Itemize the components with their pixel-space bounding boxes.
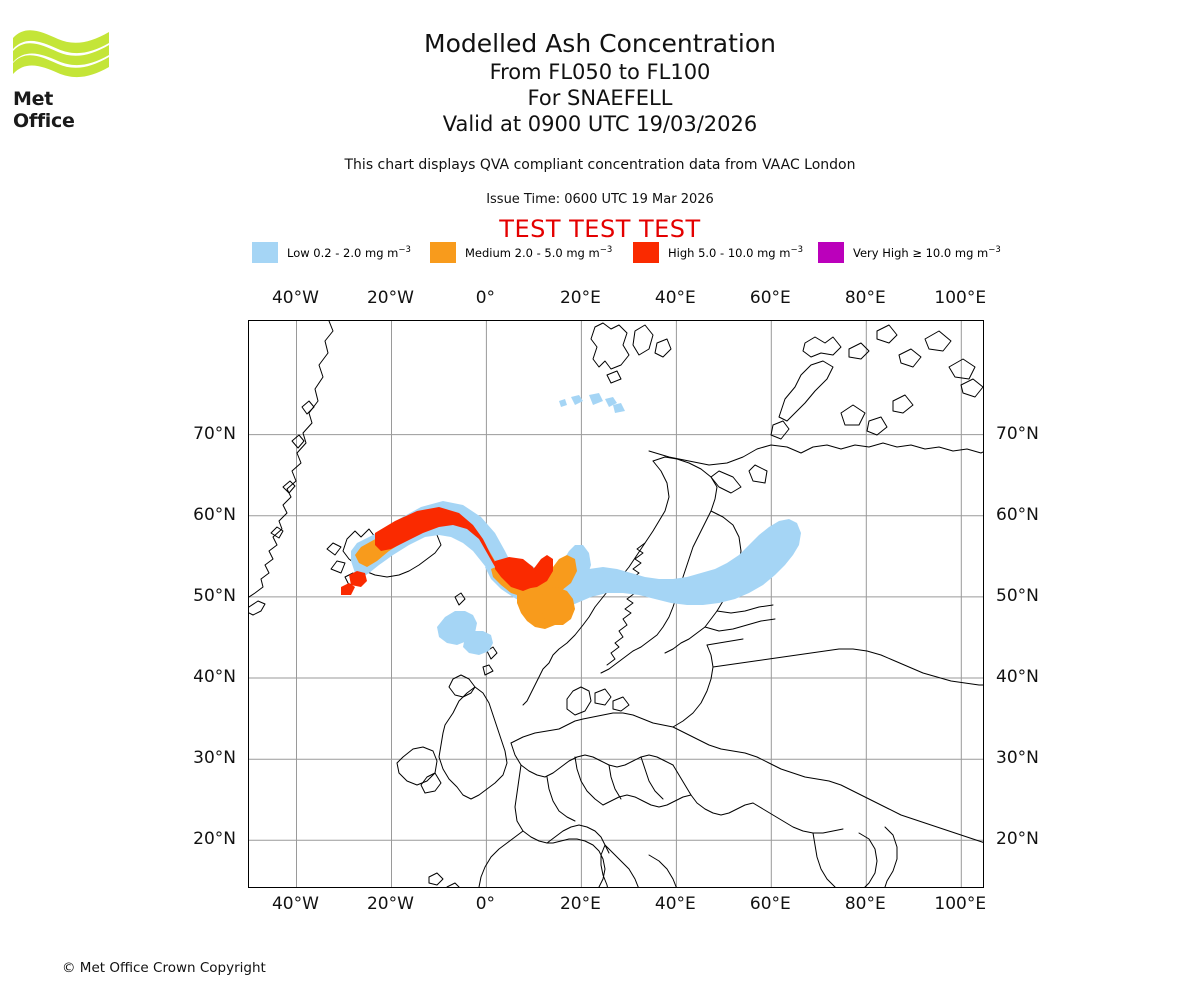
lat-tick-label: 60°N: [193, 504, 236, 525]
lon-tick-label: 40°E: [654, 288, 696, 308]
lon-tick-label: 20°W: [366, 288, 414, 308]
lon-tick-label: 60°E: [749, 894, 791, 914]
lat-tick-label: 30°N: [193, 748, 236, 769]
lon-tick-label: 60°E: [749, 288, 791, 308]
lon-tick-label: 20°E: [559, 288, 601, 308]
title-line-1: Modelled Ash Concentration: [424, 29, 776, 58]
legend-very-high-swatch: [818, 241, 844, 263]
legend-low-label: Low 0.2 - 2.0 mg m−3: [287, 244, 411, 260]
test-banner: TEST TEST TEST: [499, 215, 701, 243]
coastline-layer: [249, 321, 983, 887]
lon-tick-label: 0°: [475, 894, 496, 914]
title-line-3: For SNAEFELL: [527, 86, 673, 110]
lat-tick-label: 20°N: [996, 829, 1039, 850]
map-frame: [248, 320, 984, 888]
legend-high-label: High 5.0 - 10.0 mg m−3: [668, 244, 803, 260]
lon-tick-label: 20°W: [366, 894, 414, 914]
legend-medium-label: Medium 2.0 - 5.0 mg m−3: [465, 244, 613, 260]
lon-tick-label: 80°E: [844, 288, 886, 308]
lat-tick-label: 60°N: [996, 504, 1039, 525]
legend-medium: Medium 2.0 - 5.0 mg m−3: [430, 241, 612, 263]
legend-low: Low 0.2 - 2.0 mg m−3: [252, 241, 411, 263]
lat-tick-label: 70°N: [996, 423, 1039, 444]
title-line-4: Valid at 0900 UTC 19/03/2026: [442, 112, 758, 136]
met-office-wave-icon: [13, 30, 109, 78]
plume-high-band: [341, 507, 553, 595]
graticule-gridlines: [249, 321, 983, 887]
lon-tick-label: 40°E: [654, 894, 696, 914]
legend-very-high-label: Very High ≥ 10.0 mg m−3: [853, 244, 1001, 260]
page-title: Modelled Ash Concentration From FL050 to…: [0, 28, 1200, 137]
lon-tick-label: 40°W: [271, 288, 319, 308]
legend-high-swatch: [633, 241, 659, 263]
legend-medium-swatch: [430, 241, 456, 263]
lat-tick-label: 40°N: [996, 667, 1039, 688]
lat-tick-label: 20°N: [193, 829, 236, 850]
title-line-2: From FL050 to FL100: [489, 60, 711, 84]
lon-tick-label: 100°E: [934, 288, 987, 308]
lon-tick-label: 20°E: [559, 894, 601, 914]
chart-subtitle: This chart displays QVA compliant concen…: [344, 157, 856, 173]
met-office-logo: Met Office: [12, 26, 112, 132]
lat-tick-label: 50°N: [193, 585, 236, 606]
lon-tick-label: 0°: [475, 288, 496, 308]
ash-concentration-map[interactable]: 40°W 40°W 20°W 20°W 0° 0° 20°E 20°E 40°E 40°E 60°E…: [193, 288, 1039, 914]
issue-time-label: Issue Time: 0600 UTC 19 Mar 2026: [486, 192, 714, 207]
met-office-brand-text: Met Office: [13, 88, 75, 132]
lon-tick-label: 80°E: [844, 894, 886, 914]
legend-low-swatch: [252, 241, 278, 263]
legend-high: High 5.0 - 10.0 mg m−3: [633, 241, 803, 263]
map-canvas: [249, 321, 983, 887]
concentration-legend: Low 0.2 - 2.0 mg m−3 Medium 2.0 - 5.0 mg …: [248, 241, 1001, 263]
ash-plume-layer: [341, 393, 801, 655]
lat-tick-label: 40°N: [193, 667, 236, 688]
lat-tick-label: 50°N: [996, 585, 1039, 606]
copyright-notice: © Met Office Crown Copyright: [62, 960, 266, 976]
lon-tick-label: 100°E: [934, 894, 987, 914]
lat-tick-label: 70°N: [193, 423, 236, 444]
lon-tick-label: 40°W: [271, 894, 319, 914]
legend-very-high: Very High ≥ 10.0 mg m−3: [818, 241, 1001, 263]
lat-tick-label: 30°N: [996, 748, 1039, 769]
